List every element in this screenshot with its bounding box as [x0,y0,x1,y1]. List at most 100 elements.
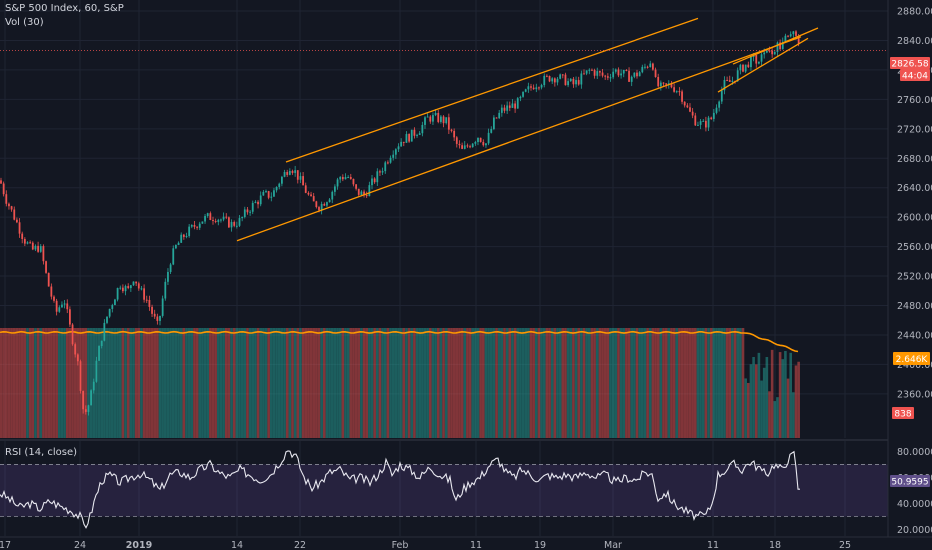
candle-body [569,78,572,82]
price-tick-label: 2720.00 [897,124,932,135]
candle-body [145,299,148,301]
candle-body [339,177,342,180]
volume-bar [717,328,721,438]
candle-body [771,50,774,55]
volume-bar [675,328,679,438]
volume-bar [171,328,175,438]
volume-bar [198,328,202,438]
candle-body [707,117,710,128]
candle-body [336,179,339,187]
candle-body [185,236,188,238]
candle-body [715,107,718,113]
candle-body [530,86,532,88]
candle-body [659,82,662,87]
candle-body [508,105,511,108]
candle-body [646,66,649,68]
candle-body [450,129,453,131]
volume-bar [97,328,101,438]
candle-body [45,261,47,273]
candle-body [466,145,469,147]
candle-body [506,105,509,111]
volume-bar [270,328,273,438]
volume-bar [633,328,636,438]
volume-bar [50,328,53,438]
volume-bar [248,328,252,438]
candle-body [455,137,458,144]
volume-last-tag: 838 [892,407,914,420]
rsi-tick-label: 80.0000 [897,447,932,458]
volume-bar [325,328,329,438]
candle-body [599,71,601,73]
candle-body [26,242,29,244]
time-axis[interactable]: 17 24 2019 14 22 Feb 11 19 Mar 11 18 25 [0,540,851,550]
rsi-legend[interactable]: RSI (14, close) [5,447,78,458]
candle-body [728,80,731,82]
volume-bar [503,328,506,438]
volume-bar [500,328,504,438]
volume-bar [235,328,239,438]
candle-body [225,216,228,218]
volume-bar [728,328,732,438]
volume-bar [15,328,19,438]
volume-bar [156,328,159,438]
volume-bar [187,328,191,438]
trendline[interactable] [717,37,809,93]
candle-body [564,74,567,86]
candle-body [705,120,707,128]
candle-body [686,105,689,108]
volume-bar [230,328,233,438]
candle-body [371,178,373,186]
candle-body [644,66,646,68]
candle-body [135,281,138,284]
trendlines[interactable] [236,17,819,242]
volume-bar [688,328,692,438]
candle-body [527,86,530,90]
candle-body [156,316,159,321]
candle-body [437,112,440,122]
volume-bar [182,328,186,438]
candle-body [355,184,357,189]
candle-body [175,245,177,249]
candle-body [551,78,554,82]
volume-bar [482,328,485,438]
candle-body [53,296,55,301]
trendline[interactable] [236,36,802,242]
volume-bar [381,328,384,438]
volume-legend[interactable]: Vol (30) [5,17,44,28]
volume-bar [60,328,64,438]
volume-bar [442,328,445,438]
candle-body [585,70,588,74]
candle-body [553,78,556,83]
candle-body [744,64,747,72]
volume-bar [52,328,56,438]
candle-body [678,91,681,93]
trendline[interactable] [285,17,699,163]
candle-body [373,178,376,183]
volume-bar [489,328,493,438]
volume-bar [431,328,435,438]
candle-body [169,264,172,272]
volume-bar [468,328,472,438]
main-legend[interactable]: S&P 500 Index, 60, S&P [5,3,124,14]
volume-bar [344,328,347,438]
candle-body [797,35,800,44]
volume-bar [150,328,154,438]
volume-bar [426,328,429,438]
candle-body [243,209,246,217]
svg-text:2.646K: 2.646K [896,355,929,365]
candle-body [172,248,175,265]
volume-bar [786,378,790,438]
volume-bar [272,328,276,438]
volume-bar [338,328,342,438]
volume-bar [206,328,209,438]
trendline[interactable] [732,27,819,65]
candle-body [474,142,477,144]
candle-body [649,63,652,68]
volume-bar [548,328,551,438]
volume-bar [190,328,194,438]
volume-bar [511,328,514,438]
volume-bar [792,392,795,438]
volume-bar [452,328,456,438]
volume-bar [10,328,13,438]
